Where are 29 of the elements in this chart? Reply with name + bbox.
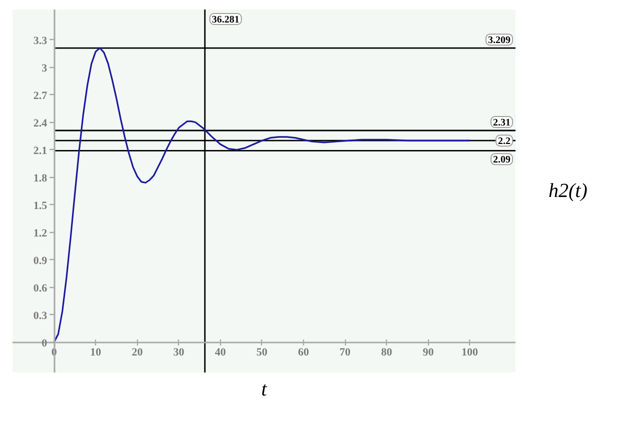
ref-line-label: 2.31 — [493, 118, 510, 128]
x-tick-label: 80 — [381, 346, 393, 358]
x-axis-title: t — [261, 378, 268, 400]
x-tick-label: 90 — [422, 346, 434, 358]
y-tick-label: 1.5 — [33, 200, 48, 212]
y-tick-label: 0.3 — [33, 310, 48, 322]
y-tick-label: 0.9 — [33, 254, 48, 267]
x-tick-label: 20 — [132, 346, 144, 358]
y-tick-label: 2.1 — [33, 144, 48, 157]
ref-line-label: 2.09 — [493, 154, 510, 166]
y-tick-label: 3.3 — [33, 34, 48, 47]
x-tick-label: 30 — [173, 346, 185, 358]
x-tick-label: 60 — [298, 346, 310, 358]
x-tick-label: 10 — [90, 346, 102, 358]
y-tick-label: 1.8 — [33, 172, 48, 184]
y-tick-label: 1.2 — [33, 227, 48, 240]
ref-line-label: 2.2 — [498, 136, 510, 148]
ref-line-label: 36.281 — [212, 14, 240, 26]
x-tick-label: 40 — [214, 346, 226, 358]
y-tick-label: 0.6 — [33, 282, 48, 294]
x-tick-label: 70 — [340, 346, 352, 358]
y-tick-label: 3 — [42, 62, 48, 74]
y-tick-label: 2.4 — [33, 117, 48, 130]
line-series — [53, 47, 471, 344]
y-axis-title: h2(t) — [548, 180, 588, 202]
ref-line-label: 3.209 — [488, 35, 510, 46]
y-tick-label: 2.7 — [33, 90, 48, 102]
x-tick-label: 50 — [256, 346, 268, 358]
x-tick-label: 100 — [462, 346, 479, 358]
